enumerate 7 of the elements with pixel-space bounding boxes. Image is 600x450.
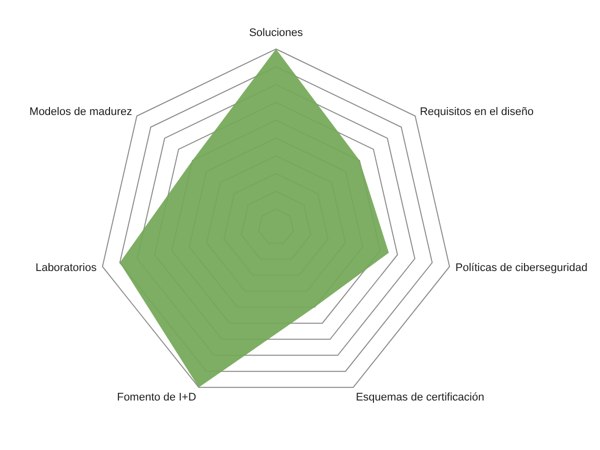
spoke-label: Modelos de madurez	[29, 106, 132, 118]
spoke-label: Soluciones	[249, 26, 304, 39]
spoke-label: Requisitos en el diseño	[420, 106, 534, 118]
spoke-label: Esquemas de certificación	[356, 392, 484, 404]
spoke-label: Fomento de I+D	[116, 392, 196, 404]
spoke-label: Políticas de ciberseguridad	[455, 262, 588, 274]
spoke-label: Laboratorios	[35, 262, 98, 274]
